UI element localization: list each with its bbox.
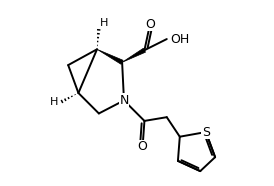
Text: O: O <box>138 140 147 153</box>
Text: OH: OH <box>170 33 189 46</box>
Text: H: H <box>50 97 59 107</box>
Text: N: N <box>119 94 129 107</box>
Text: O: O <box>145 18 155 31</box>
Polygon shape <box>122 48 145 62</box>
Polygon shape <box>97 49 123 64</box>
Text: S: S <box>202 126 210 139</box>
Text: H: H <box>100 18 108 28</box>
